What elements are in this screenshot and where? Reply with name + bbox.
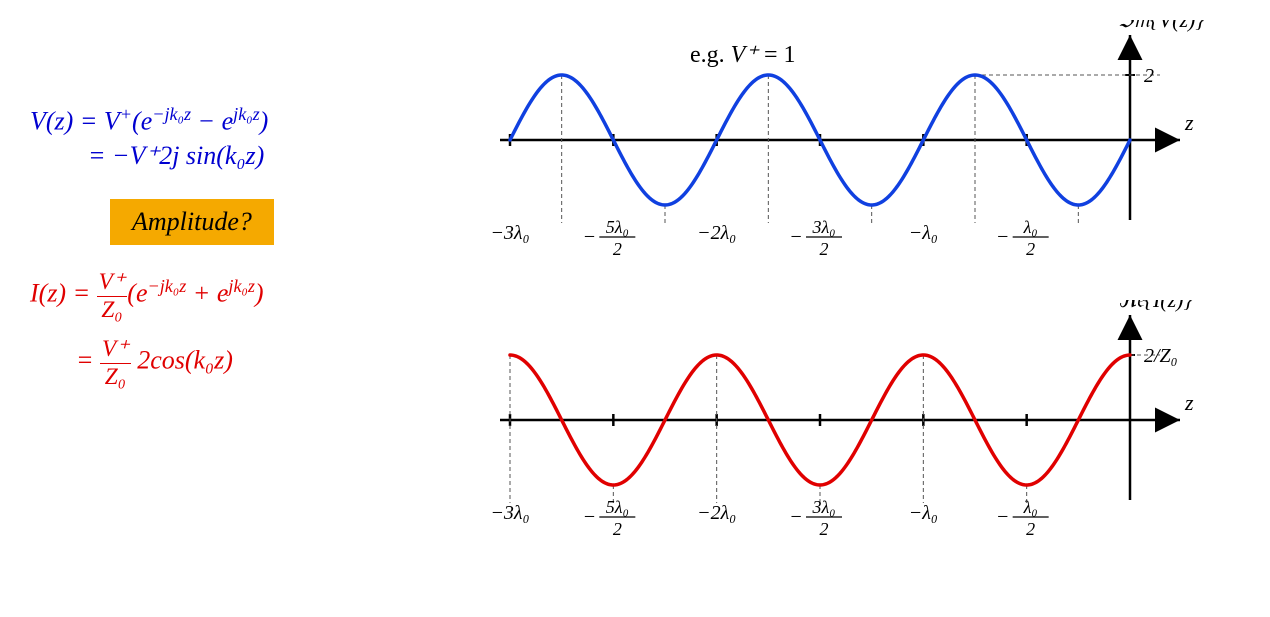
svg-text:−2λ₀: −2λ₀ <box>697 502 736 524</box>
svg-text:2: 2 <box>820 519 829 539</box>
current-eq-line2: = V⁺Z₀ 2cos(k₀z) <box>30 334 470 391</box>
svg-text:3λ₀: 3λ₀ <box>811 217 835 237</box>
svg-text:2: 2 <box>613 239 622 259</box>
i-frac2-num: V⁺ <box>100 334 131 364</box>
svg-text:ℑ𝔪{V(z)}: ℑ𝔪{V(z)} <box>1118 20 1204 32</box>
current-equation: I(z) = V⁺Z₀(e−jk₀z + ejk₀z) = V⁺Z₀ 2cos(… <box>30 267 470 391</box>
svg-text:5λ₀: 5λ₀ <box>606 497 629 517</box>
svg-text:−: − <box>789 506 803 528</box>
svg-text:−2λ₀: −2λ₀ <box>697 222 736 244</box>
svg-text:−3λ₀: −3λ₀ <box>490 222 529 244</box>
i-frac1: V⁺Z₀ <box>97 267 128 324</box>
svg-text:−: − <box>789 226 803 248</box>
i-end: ) <box>255 278 264 307</box>
current-chart: ℜ𝔢{I(z)}z2/Z₀−3λ₀−5λ₀2−2λ₀−3λ₀2−λ₀−λ₀2 <box>470 300 1250 580</box>
i-line2-pre: = <box>76 345 100 374</box>
v-exp2: jk₀z <box>233 104 260 124</box>
svg-text:λ₀: λ₀ <box>1023 497 1038 517</box>
current-eq-line1: I(z) = V⁺Z₀(e−jk₀z + ejk₀z) <box>30 267 470 324</box>
svg-text:−: − <box>996 226 1010 248</box>
svg-text:3λ₀: 3λ₀ <box>811 497 835 517</box>
svg-text:−λ₀: −λ₀ <box>909 502 938 524</box>
svg-text:2: 2 <box>1144 65 1154 87</box>
i-lhs: I(z) = <box>30 278 97 307</box>
v-lhs: V(z) = V <box>30 107 120 136</box>
example-label: e.g. V⁺ = 1 <box>690 40 796 69</box>
v-sup: + <box>120 104 132 124</box>
i-frac2-den: Z₀ <box>100 364 131 391</box>
amplitude-callout: Amplitude? <box>110 199 274 245</box>
i-frac1-den: Z₀ <box>97 297 128 324</box>
charts-panel: e.g. V⁺ = 1 ℑ𝔪{V(z)}z2−3λ₀−5λ₀2−2λ₀−3λ₀2… <box>470 20 1250 597</box>
amplitude-text: Amplitude? <box>132 207 252 236</box>
i-frac2: V⁺Z₀ <box>100 334 131 391</box>
svg-text:−λ₀: −λ₀ <box>909 222 938 244</box>
svg-text:5λ₀: 5λ₀ <box>606 217 629 237</box>
svg-text:ℜ𝔢{I(z)}: ℜ𝔢{I(z)} <box>1118 300 1192 312</box>
eg-var: V⁺ <box>731 42 758 68</box>
i-frac1-num: V⁺ <box>97 267 128 297</box>
v-end: ) <box>260 107 269 136</box>
svg-text:2: 2 <box>1026 519 1035 539</box>
svg-text:z: z <box>1184 110 1194 135</box>
svg-text:−3λ₀: −3λ₀ <box>490 502 529 524</box>
svg-text:λ₀: λ₀ <box>1023 217 1038 237</box>
v-rhs-a: (e <box>132 107 152 136</box>
svg-text:2/Z₀: 2/Z₀ <box>1144 345 1178 367</box>
v-line2-text: = −V⁺2j sin(k₀z) <box>88 141 264 170</box>
voltage-chart: ℑ𝔪{V(z)}z2−3λ₀−5λ₀2−2λ₀−3λ₀2−λ₀−λ₀2 <box>470 20 1250 300</box>
i-mid: + e <box>186 278 228 307</box>
svg-text:−: − <box>583 506 597 528</box>
eg-eq: = 1 <box>758 42 796 68</box>
svg-text:2: 2 <box>1026 239 1035 259</box>
svg-text:−: − <box>583 226 597 248</box>
svg-text:−: − <box>996 506 1010 528</box>
eg-prefix: e.g. <box>690 42 731 68</box>
equations-panel: V(z) = V+(e−jk₀z − ejk₀z) = −V⁺2j sin(k₀… <box>20 20 470 597</box>
v-exp1: −jk₀z <box>152 104 191 124</box>
svg-text:z: z <box>1184 390 1194 415</box>
voltage-equation: V(z) = V+(e−jk₀z − ejk₀z) = −V⁺2j sin(k₀… <box>30 104 470 171</box>
voltage-eq-line2: = −V⁺2j sin(k₀z) <box>30 141 470 171</box>
svg-text:2: 2 <box>820 239 829 259</box>
i-exp2: jk₀z <box>228 275 255 295</box>
svg-text:2: 2 <box>613 519 622 539</box>
i-exp1: −jk₀z <box>147 275 186 295</box>
i-line2-post: 2cos(k₀z) <box>131 345 233 374</box>
voltage-eq-line1: V(z) = V+(e−jk₀z − ejk₀z) <box>30 104 470 137</box>
i-rhs-a: (e <box>127 278 147 307</box>
v-mid: − e <box>191 107 233 136</box>
